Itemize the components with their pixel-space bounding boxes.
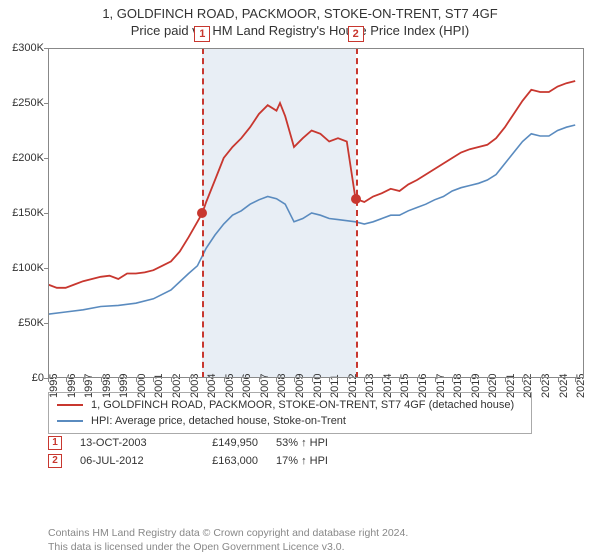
event-date: 13-OCT-2003: [80, 437, 170, 449]
y-tick-label: £300K: [4, 42, 44, 54]
chart-border: [48, 48, 584, 378]
events-table: 1 13-OCT-2003 £149,950 53% ↑ HPI 2 06-JU…: [48, 434, 568, 470]
legend-label: 1, GOLDFINCH ROAD, PACKMOOR, STOKE-ON-TR…: [91, 399, 514, 411]
legend-item: 1, GOLDFINCH ROAD, PACKMOOR, STOKE-ON-TR…: [57, 397, 523, 413]
y-tick-label: £200K: [4, 152, 44, 164]
legend-label: HPI: Average price, detached house, Stok…: [91, 415, 346, 427]
event-row: 1 13-OCT-2003 £149,950 53% ↑ HPI: [48, 434, 568, 452]
legend-swatch: [57, 404, 83, 406]
event-date: 06-JUL-2012: [80, 455, 170, 467]
event-marker-box: 2: [48, 454, 62, 468]
footer-line: Contains HM Land Registry data © Crown c…: [48, 526, 408, 540]
y-tick-label: £250K: [4, 97, 44, 109]
y-tick-label: £150K: [4, 207, 44, 219]
chart-legend: 1, GOLDFINCH ROAD, PACKMOOR, STOKE-ON-TR…: [48, 392, 532, 434]
marker-box: 2: [348, 26, 364, 42]
y-tick-label: £100K: [4, 262, 44, 274]
event-delta: 53% ↑ HPI: [276, 437, 396, 449]
event-delta: 17% ↑ HPI: [276, 455, 396, 467]
y-tick-label: £50K: [4, 317, 44, 329]
event-row: 2 06-JUL-2012 £163,000 17% ↑ HPI: [48, 452, 568, 470]
event-marker-box: 1: [48, 436, 62, 450]
footer-attribution: Contains HM Land Registry data © Crown c…: [48, 526, 408, 554]
legend-item: HPI: Average price, detached house, Stok…: [57, 413, 523, 429]
marker-box: 1: [194, 26, 210, 42]
event-price: £149,950: [188, 437, 258, 449]
chart-plot-area: £0£50K£100K£150K£200K£250K£300K 19951996…: [48, 48, 584, 378]
event-price: £163,000: [188, 455, 258, 467]
y-tick-label: £0: [4, 372, 44, 384]
chart-subtitle: Price paid vs. HM Land Registry's House …: [0, 23, 600, 38]
chart-title: 1, GOLDFINCH ROAD, PACKMOOR, STOKE-ON-TR…: [0, 6, 600, 21]
legend-swatch: [57, 420, 83, 422]
footer-line: This data is licensed under the Open Gov…: [48, 540, 408, 554]
